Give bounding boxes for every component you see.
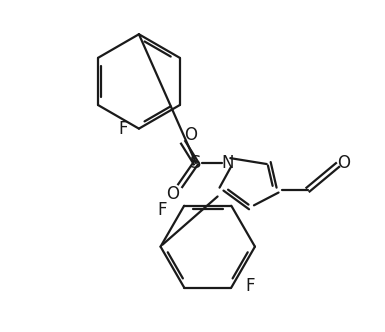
Text: N: N [221, 154, 234, 172]
Text: S: S [190, 154, 202, 172]
Text: F: F [157, 201, 166, 219]
Text: F: F [245, 277, 254, 294]
Text: O: O [166, 185, 179, 203]
Text: O: O [337, 154, 350, 172]
Text: O: O [184, 125, 198, 143]
Text: F: F [119, 120, 128, 138]
